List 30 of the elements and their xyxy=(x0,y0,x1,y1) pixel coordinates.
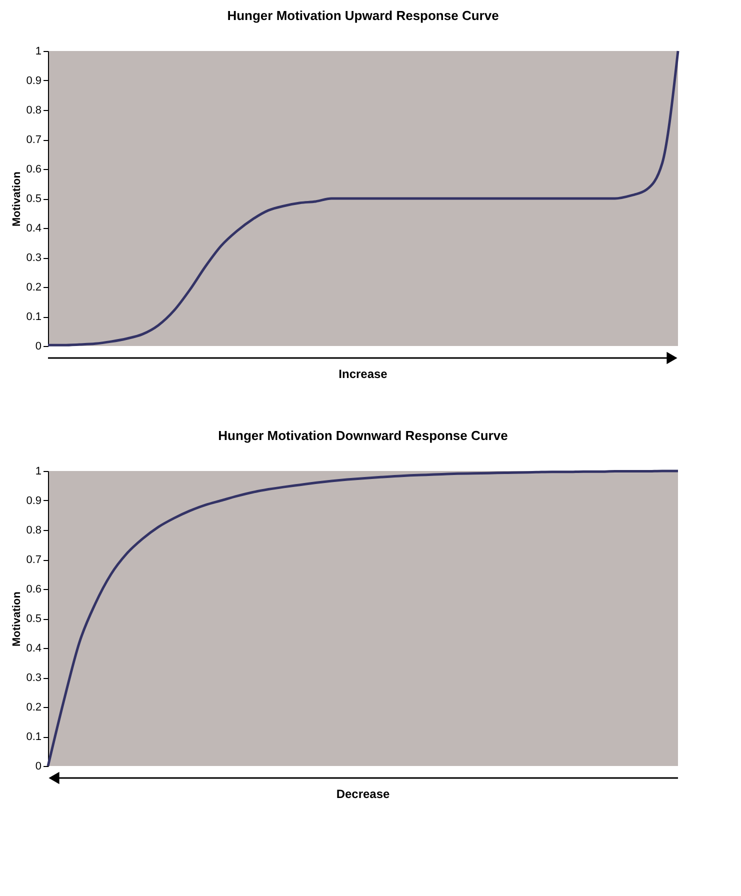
y-tick-label: 0.1 xyxy=(26,311,42,323)
y-tick-label: 0.6 xyxy=(26,584,42,596)
y-tick-label: 0.9 xyxy=(26,495,42,507)
x-axis-title: Decrease xyxy=(336,787,390,801)
x-axis-title: Increase xyxy=(338,367,388,381)
y-tick-label: 0.7 xyxy=(26,134,42,146)
y-tick-label: 0.1 xyxy=(26,731,42,743)
y-tick-label: 0.3 xyxy=(26,672,42,684)
y-tick-label: 0.2 xyxy=(26,702,42,714)
line-series xyxy=(46,50,680,346)
y-tick-label: 0.4 xyxy=(26,642,42,654)
y-tick-label: 0.7 xyxy=(26,554,42,566)
chart-title: Hunger Motivation Downward Response Curve xyxy=(218,428,508,443)
y-tick-label: 0.9 xyxy=(26,75,42,87)
line-series xyxy=(46,470,680,768)
y-tick-label: 0.8 xyxy=(26,524,42,536)
y-tick-label: 0 xyxy=(35,760,42,772)
y-axis-title: Motivation xyxy=(11,591,24,646)
y-tick-label: 0.5 xyxy=(26,613,42,625)
y-tick-label: 0 xyxy=(35,340,42,352)
y-tick-label: 0.8 xyxy=(26,104,42,116)
y-tick-label: 1 xyxy=(35,46,42,58)
y-tick-label: 0.4 xyxy=(26,222,42,234)
y-tick-label: 0.6 xyxy=(26,164,42,176)
y-tick-label: 0.2 xyxy=(26,282,42,294)
y-tick-label: 1 xyxy=(35,466,42,478)
y-tick-label: 0.3 xyxy=(26,252,42,264)
y-tick-label: 0.5 xyxy=(26,193,42,205)
chart-title: Hunger Motivation Upward Response Curve xyxy=(227,8,499,23)
y-axis-title: Motivation xyxy=(11,171,24,226)
